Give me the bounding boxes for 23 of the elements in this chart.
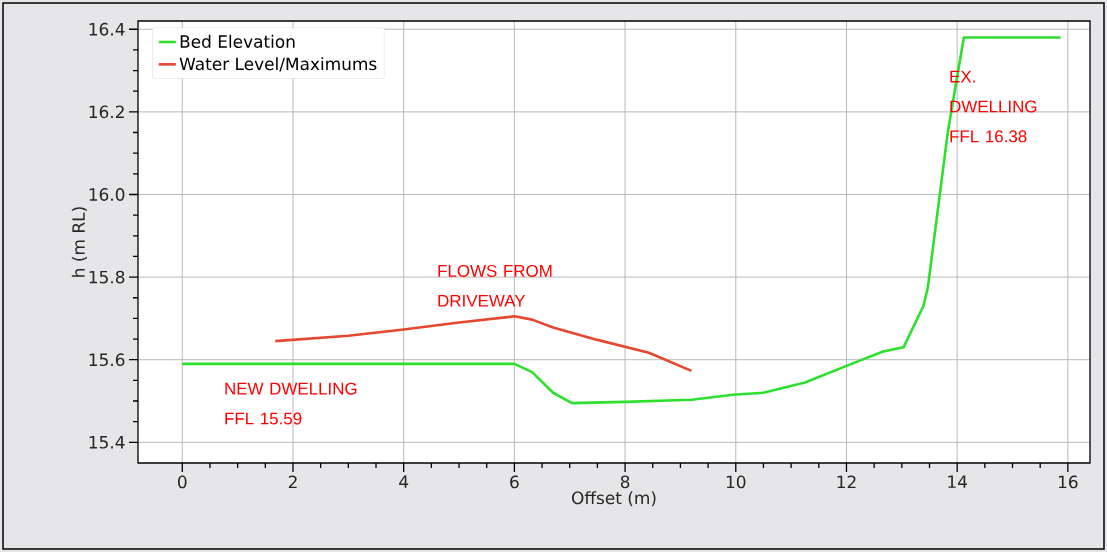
x-tick-label: 12	[837, 475, 856, 489]
x-tick-label: 16	[1058, 475, 1078, 489]
y-tick-label: 16.4	[89, 22, 125, 36]
x-tick-label: 0	[178, 475, 187, 489]
y-tick-label: 15.4	[89, 436, 125, 449]
legend-label: Water Level/Maximums	[179, 57, 377, 72]
x-tick-label: 10	[726, 475, 746, 489]
legend-label: Bed Elevation	[180, 34, 295, 48]
line-series	[180, 36, 1062, 405]
y-axis-title: h (m RL)	[71, 207, 87, 277]
y-tick-label: 16.2	[89, 105, 124, 119]
x-axis-title: Offset (m)	[571, 491, 656, 507]
y-tick-label: 15.6	[89, 353, 125, 367]
annotation: FLOWS FROM DRIVEWAY	[438, 264, 552, 307]
x-tick-label: 2	[288, 475, 297, 489]
annotation: NEW DWELLING FFL 15.59	[225, 382, 357, 425]
line-series	[273, 315, 693, 373]
x-tick-label: 14	[948, 475, 967, 488]
y-tick-label: 15.8	[89, 270, 125, 284]
x-tick-label: 6	[510, 475, 519, 489]
x-tick-label: 8	[620, 475, 630, 489]
x-tick-label: 4	[399, 475, 409, 488]
y-tick-label: 16.0	[89, 188, 125, 201]
